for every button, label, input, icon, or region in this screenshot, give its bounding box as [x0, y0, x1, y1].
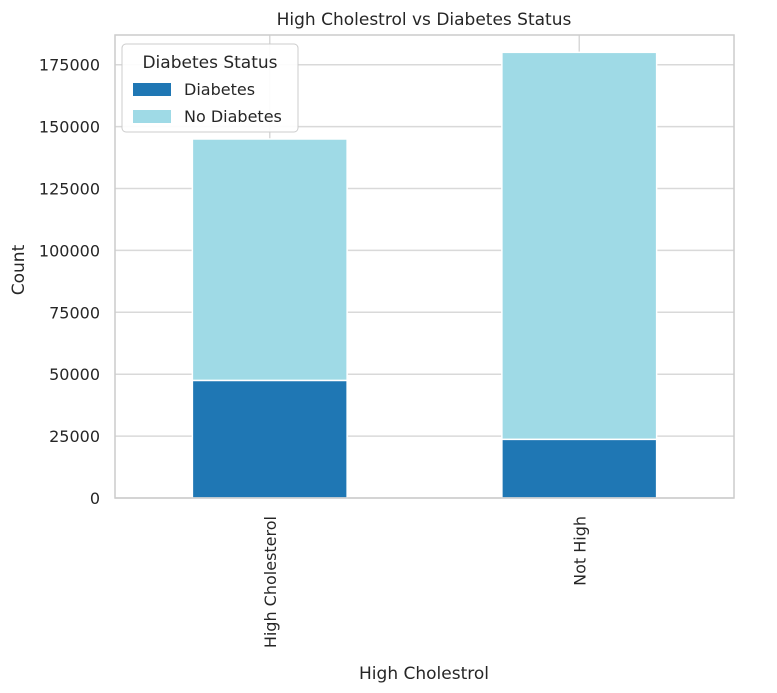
legend-title: Diabetes Status — [142, 53, 277, 73]
y-tick-label: 100000 — [39, 241, 100, 260]
legend-swatch-diabetes — [133, 83, 171, 96]
y-tick-label: 25000 — [49, 427, 100, 446]
y-tick-labels: 0 25000 50000 75000 100000 125000 150000 175000 — [39, 56, 100, 508]
bar-segment-diabetes — [191, 379, 348, 499]
y-axis-label: Count — [9, 244, 29, 295]
y-tick-label: 150000 — [39, 118, 100, 137]
legend-label-diabetes: Diabetes — [184, 80, 255, 99]
x-tick-labels: High Cholesterol Not High — [261, 516, 590, 648]
y-tick-label: 0 — [90, 489, 100, 508]
bar-segment-diabetes — [501, 438, 658, 499]
bar-segment-no-diabetes — [501, 51, 658, 441]
legend: Diabetes Status Diabetes No Diabetes — [121, 43, 299, 133]
plot-frame — [114, 34, 735, 499]
y-tick-label: 175000 — [39, 56, 100, 75]
y-tick-label: 125000 — [39, 180, 100, 199]
y-tick-label: 75000 — [49, 303, 100, 322]
legend-label-no-diabetes: No Diabetes — [184, 107, 282, 126]
chart-title: High Cholestrol vs Diabetes Status — [277, 10, 572, 30]
x-tick-label: Not High — [570, 516, 589, 586]
y-tick-label: 50000 — [49, 365, 100, 384]
legend-swatch-no-diabetes — [133, 110, 171, 123]
x-tick-label: High Cholesterol — [261, 516, 280, 648]
x-axis-label: High Cholestrol — [359, 664, 489, 684]
bar-segment-no-diabetes — [191, 138, 348, 382]
